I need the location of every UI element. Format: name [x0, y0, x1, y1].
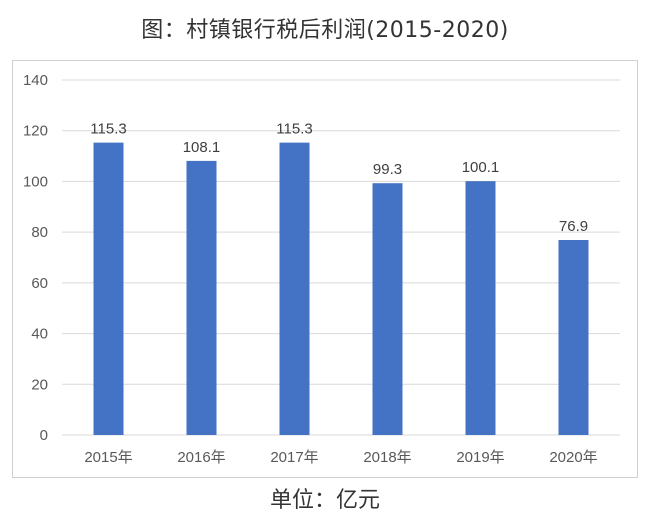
- bar: [465, 181, 496, 435]
- y-tick-label: 60: [31, 275, 48, 292]
- y-tick-label: 80: [31, 224, 48, 241]
- y-tick-label: 120: [23, 123, 48, 140]
- bar: [558, 240, 589, 435]
- y-tick-label: 140: [23, 72, 48, 89]
- y-axis-ticks: 0 20 40 60 80 100 120 140: [23, 72, 48, 444]
- data-label: 99.3: [373, 161, 402, 178]
- chart-title: 图：村镇银行税后利润(2015-2020): [141, 18, 509, 43]
- y-tick-label: 20: [31, 376, 48, 393]
- x-axis-ticks: 2015年 2016年 2017年 2018年 2019年 2020年: [84, 449, 597, 466]
- data-label: 76.9: [559, 218, 588, 235]
- data-label: 115.3: [90, 121, 126, 138]
- x-tick-label: 2018年: [363, 449, 411, 466]
- x-tick-label: 2020年: [549, 449, 597, 466]
- y-tick-label: 0: [40, 427, 48, 444]
- bar: [372, 183, 403, 435]
- x-tick-label: 2019年: [456, 449, 504, 466]
- gridlines: [62, 79, 620, 436]
- bar: [186, 160, 217, 435]
- bar: [279, 142, 310, 435]
- bars: [93, 142, 589, 435]
- y-tick-label: 40: [31, 326, 48, 343]
- data-label: 115.3: [276, 121, 312, 138]
- bar: [93, 142, 124, 435]
- unit-label: 单位：亿元: [269, 488, 380, 513]
- x-tick-label: 2015年: [84, 449, 132, 466]
- data-label: 100.1: [462, 159, 500, 176]
- x-tick-label: 2017年: [270, 449, 318, 466]
- data-labels: 115.3 108.1 115.3 99.3 100.1 76.9: [90, 121, 588, 235]
- data-label: 108.1: [183, 139, 221, 156]
- x-tick-label: 2016年: [177, 449, 225, 466]
- y-tick-label: 100: [23, 173, 48, 190]
